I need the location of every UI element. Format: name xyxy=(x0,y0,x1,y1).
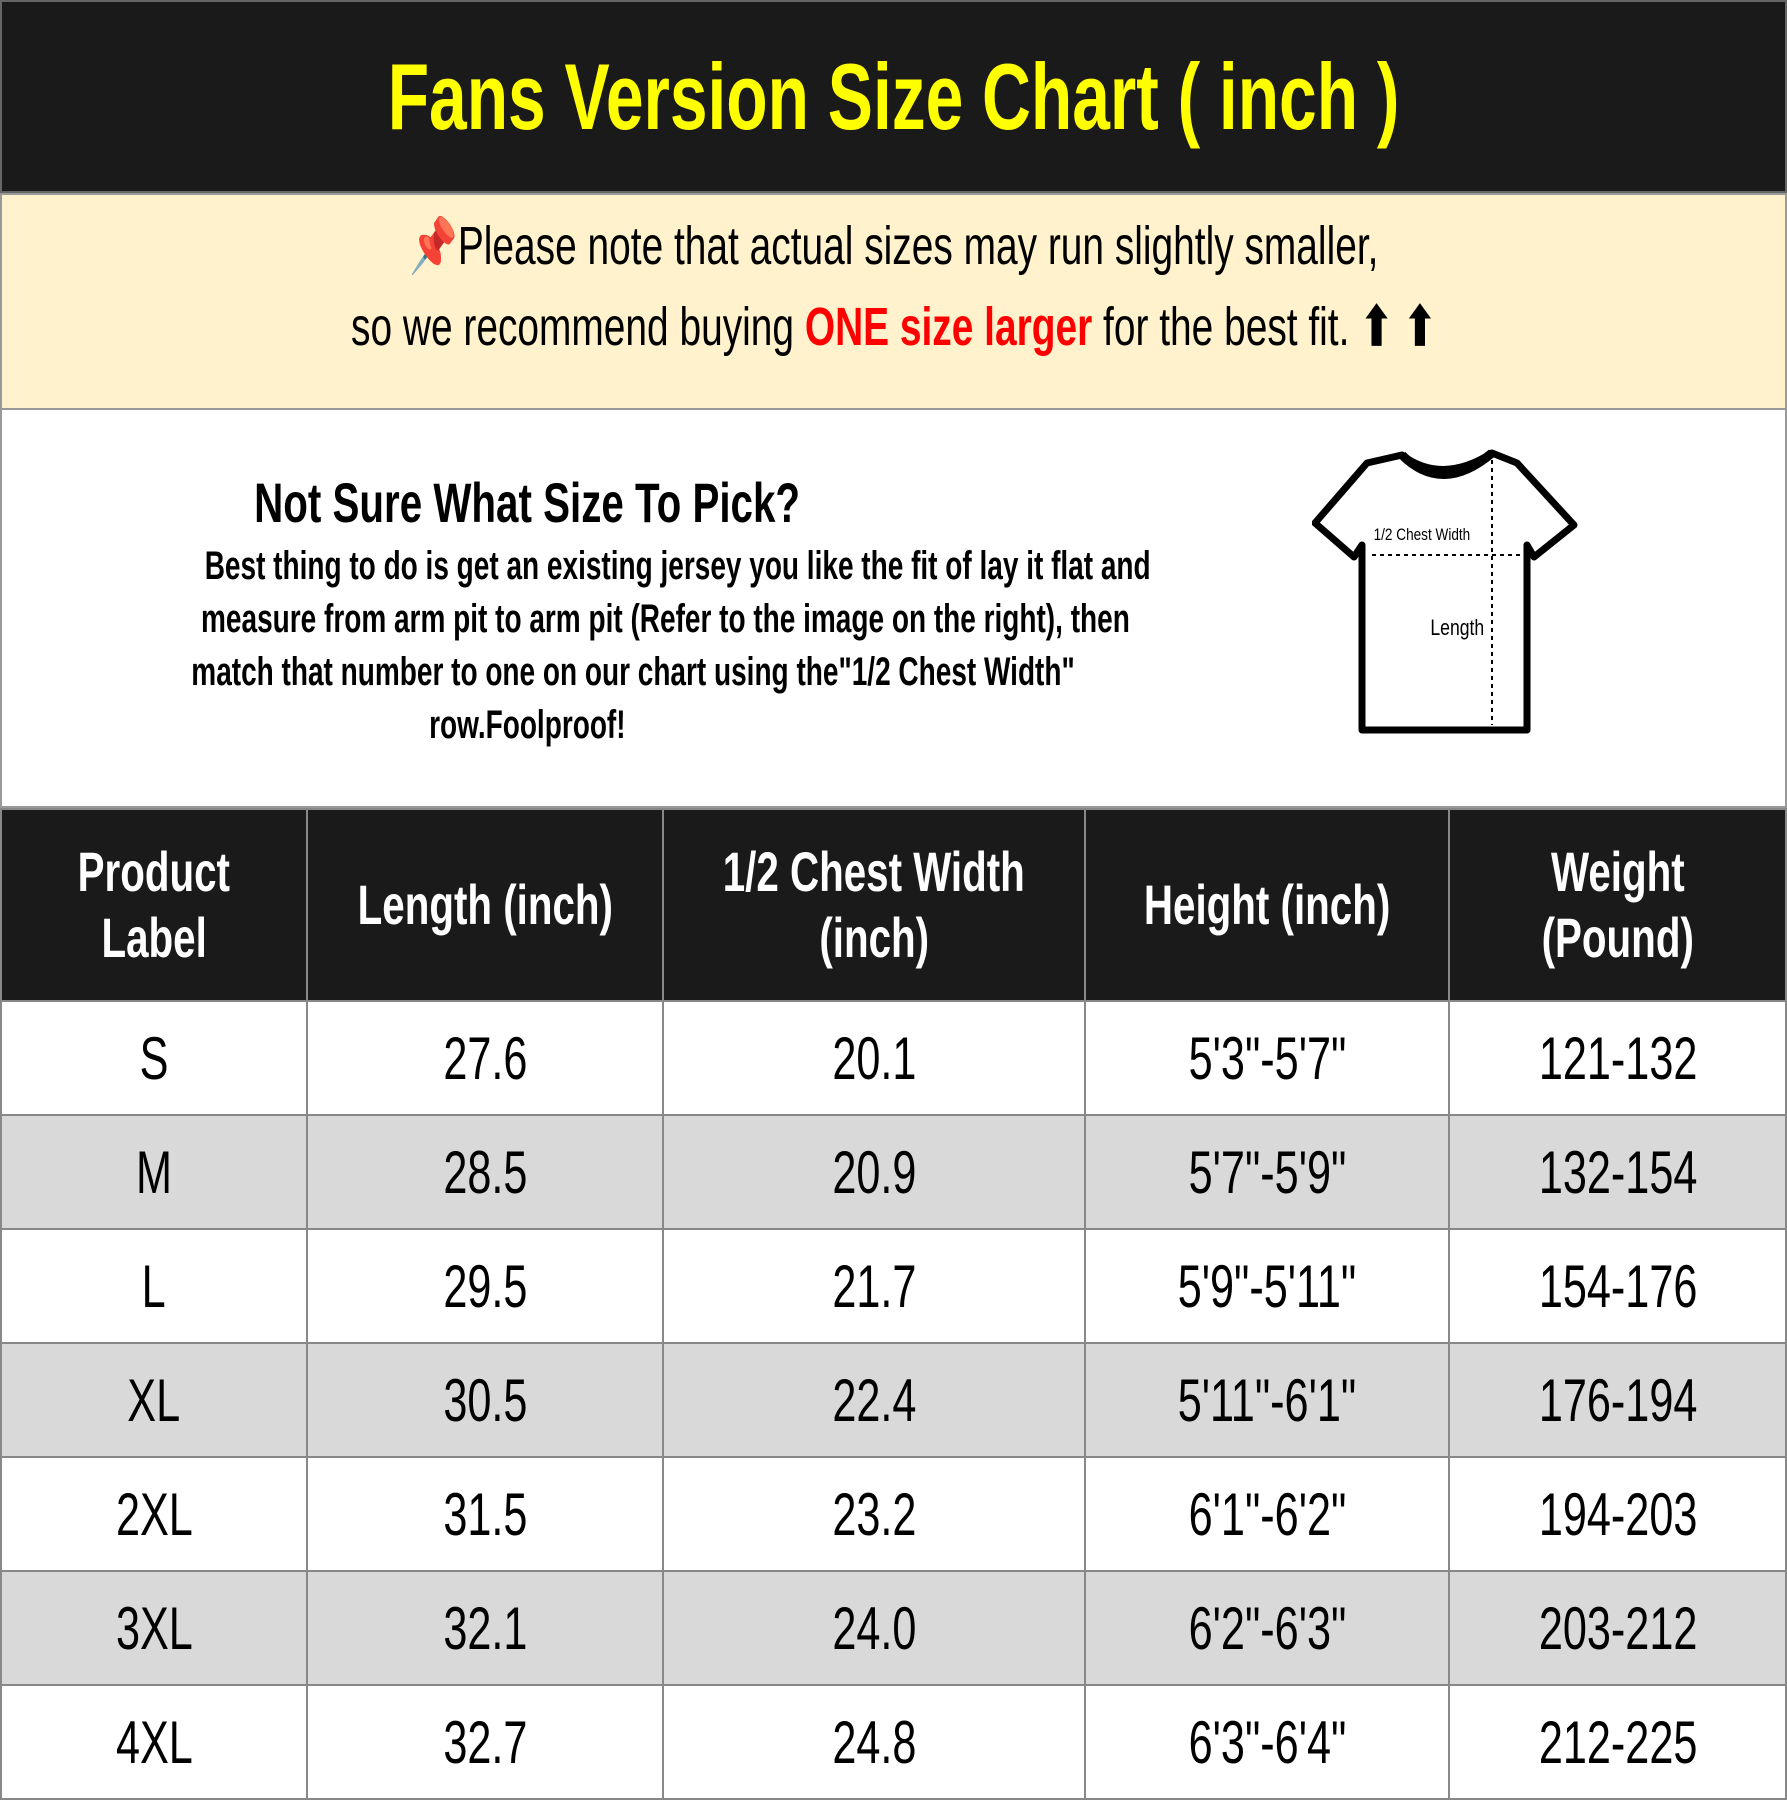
pushpin-icon: 📌 xyxy=(408,216,458,276)
cell-height: 6'2"-6'3" xyxy=(1084,1570,1451,1686)
cell-length: 32.7 xyxy=(305,1684,665,1800)
cell-size: XL xyxy=(0,1342,308,1458)
table-row: 3XL 32.1 24.0 6'2"-6'3" 203-212 xyxy=(0,1570,1787,1686)
size-table: Product Label Length (inch) 1/2 Chest Wid… xyxy=(0,808,1787,1800)
header-length: Length (inch) xyxy=(305,808,665,1002)
table-row: 2XL 31.5 23.2 6'1"-6'2" 194-203 xyxy=(0,1456,1787,1572)
cell-weight: 154-176 xyxy=(1448,1228,1787,1344)
cell-length: 27.6 xyxy=(305,1000,665,1116)
chart-title: Fans Version Size Chart ( inch ) xyxy=(387,43,1400,149)
help-line: measure from arm pit to arm pit (Refer t… xyxy=(201,597,1130,641)
cell-weight: 132-154 xyxy=(1448,1114,1787,1230)
help-line: match that number to one on our chart us… xyxy=(191,650,1075,694)
cell-length: 32.1 xyxy=(305,1570,665,1686)
help-line: row.Foolproof! xyxy=(428,703,626,747)
cell-size: 4XL xyxy=(0,1684,308,1800)
cell-size: 2XL xyxy=(0,1456,308,1572)
cell-height: 5'3"-5'7" xyxy=(1084,1000,1451,1116)
note-highlight: ONE size larger xyxy=(804,297,1093,357)
cell-weight: 212-225 xyxy=(1448,1684,1787,1800)
table-row: 4XL 32.7 24.8 6'3"-6'4" 212-225 xyxy=(0,1684,1787,1800)
cell-size: M xyxy=(0,1114,308,1230)
cell-height: 6'3"-6'4" xyxy=(1084,1684,1451,1800)
chart-title-banner: Fans Version Size Chart ( inch ) xyxy=(0,0,1787,193)
note-line-1: Please note that actual sizes may run sl… xyxy=(457,216,1379,276)
cell-chest-width: 24.8 xyxy=(662,1684,1087,1800)
cell-weight: 203-212 xyxy=(1448,1570,1787,1686)
cell-chest-width: 23.2 xyxy=(662,1456,1087,1572)
cell-weight: 121-132 xyxy=(1448,1000,1787,1116)
cell-weight: 176-194 xyxy=(1448,1342,1787,1458)
sizing-note: 📌Please note that actual sizes may run s… xyxy=(0,193,1787,410)
cell-weight: 194-203 xyxy=(1448,1456,1787,1572)
cell-height: 5'9"-5'11" xyxy=(1084,1228,1451,1344)
up-arrows-icon: ⬆ ⬆ xyxy=(1360,297,1437,357)
cell-length: 29.5 xyxy=(305,1228,665,1344)
header-product-label: Product Label xyxy=(0,808,308,1002)
cell-chest-width: 24.0 xyxy=(662,1570,1087,1686)
cell-chest-width: 20.1 xyxy=(662,1000,1087,1116)
header-weight: Weight (Pound) xyxy=(1448,808,1787,1002)
cell-height: 6'1"-6'2" xyxy=(1084,1456,1451,1572)
help-line: Best thing to do is get an existing jers… xyxy=(204,544,1151,588)
cell-length: 28.5 xyxy=(305,1114,665,1230)
header-chest-width: 1/2 Chest Width (inch) xyxy=(662,808,1087,1002)
tshirt-diagram-icon: 1/2 Chest Width Length xyxy=(1312,449,1578,734)
help-heading: Not Sure What Size To Pick? xyxy=(254,471,800,534)
cell-size: S xyxy=(0,1000,308,1116)
cell-size: 3XL xyxy=(0,1570,308,1686)
cell-height: 5'11"-6'1" xyxy=(1084,1342,1451,1458)
cell-height: 5'7"-5'9" xyxy=(1084,1114,1451,1230)
size-help-section: Not Sure What Size To Pick? Best thing t… xyxy=(0,410,1787,808)
cell-chest-width: 21.7 xyxy=(662,1228,1087,1344)
note-line-2-post: for the best fit. xyxy=(1092,297,1350,357)
cell-chest-width: 20.9 xyxy=(662,1114,1087,1230)
note-line-2-pre: so we recommend buying xyxy=(350,297,805,357)
table-row: M 28.5 20.9 5'7"-5'9" 132-154 xyxy=(0,1114,1787,1230)
cell-chest-width: 22.4 xyxy=(662,1342,1087,1458)
cell-size: L xyxy=(0,1228,308,1344)
table-header-row: Product Label Length (inch) 1/2 Chest Wid… xyxy=(0,808,1787,1002)
table-row: L 29.5 21.7 5'9"-5'11" 154-176 xyxy=(0,1228,1787,1344)
cell-length: 30.5 xyxy=(305,1342,665,1458)
table-row: S 27.6 20.1 5'3"-5'7" 121-132 xyxy=(0,1000,1787,1116)
cell-length: 31.5 xyxy=(305,1456,665,1572)
length-label: Length xyxy=(1430,616,1484,640)
help-text: Best thing to do is get an existing jers… xyxy=(2,540,1150,752)
table-row: XL 30.5 22.4 5'11"-6'1" 176-194 xyxy=(0,1342,1787,1458)
header-height: Height (inch) xyxy=(1084,808,1451,1002)
chest-width-label: 1/2 Chest Width xyxy=(1374,526,1471,545)
